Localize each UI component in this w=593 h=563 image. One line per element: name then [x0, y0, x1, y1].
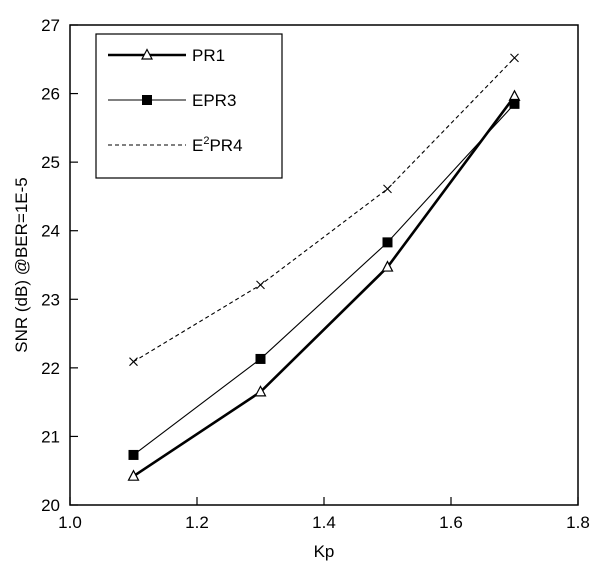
tick-labels: 1.0 1.2 1.4 1.6 1.8 20 21 22 23 24 25 26 27 [41, 16, 590, 532]
data-point [129, 357, 138, 367]
data-point [256, 280, 265, 290]
data-point [127, 469, 140, 481]
y-tick-label: 21 [41, 427, 60, 446]
series-line-epr3 [133, 103, 515, 456]
data-point [382, 237, 393, 248]
data-point [254, 385, 267, 397]
series-layer [127, 53, 521, 481]
y-tick-label: 26 [41, 85, 60, 104]
legend-label-e2pr4-suffix: PR4 [209, 136, 242, 155]
y-axis-title: SNR (dB) @BER=1E-5 [12, 177, 31, 353]
data-point-stroke [256, 280, 265, 290]
x-axis-title: Kp [314, 542, 335, 561]
legend-marker-epr3 [142, 95, 152, 105]
y-tick-label: 27 [41, 16, 60, 35]
data-point [383, 184, 392, 194]
data-point [510, 53, 519, 63]
legend-label-e2pr4-prefix: E [192, 136, 203, 155]
data-point-stroke [383, 184, 392, 194]
legend-label-epr3: EPR3 [192, 91, 236, 110]
x-tick-label: 1.2 [185, 513, 209, 532]
y-tick-label: 23 [41, 290, 60, 309]
x-tick-label: 1.4 [312, 513, 336, 532]
data-point-stroke [129, 357, 138, 367]
data-point [255, 353, 266, 364]
series-epr3 [128, 98, 520, 460]
legend-label-e2pr4: E2PR4 [192, 135, 243, 155]
legend-label-pr1: PR1 [192, 46, 225, 65]
y-tick-label: 24 [41, 222, 60, 241]
series-e2pr4 [129, 53, 519, 367]
legend: PR1 EPR3 E2PR4 [95, 33, 283, 179]
x-tick-label: 1.6 [439, 513, 463, 532]
y-tick-label: 22 [41, 359, 60, 378]
series-pr1 [127, 89, 521, 481]
data-point-stroke [510, 53, 519, 63]
x-tick-label: 1.0 [58, 513, 82, 532]
ticks [69, 24, 579, 506]
x-tick-label: 1.8 [566, 513, 590, 532]
legend-box [95, 33, 283, 179]
series-line-pr1 [132, 95, 516, 478]
data-point [381, 260, 394, 272]
data-point [128, 449, 139, 460]
y-tick-label: 25 [41, 153, 60, 172]
legend-label-e2pr4-superscript: 2 [203, 135, 209, 147]
y-tick-label: 20 [41, 496, 60, 515]
data-point [509, 98, 520, 109]
legend-marker-pr1 [141, 48, 153, 60]
